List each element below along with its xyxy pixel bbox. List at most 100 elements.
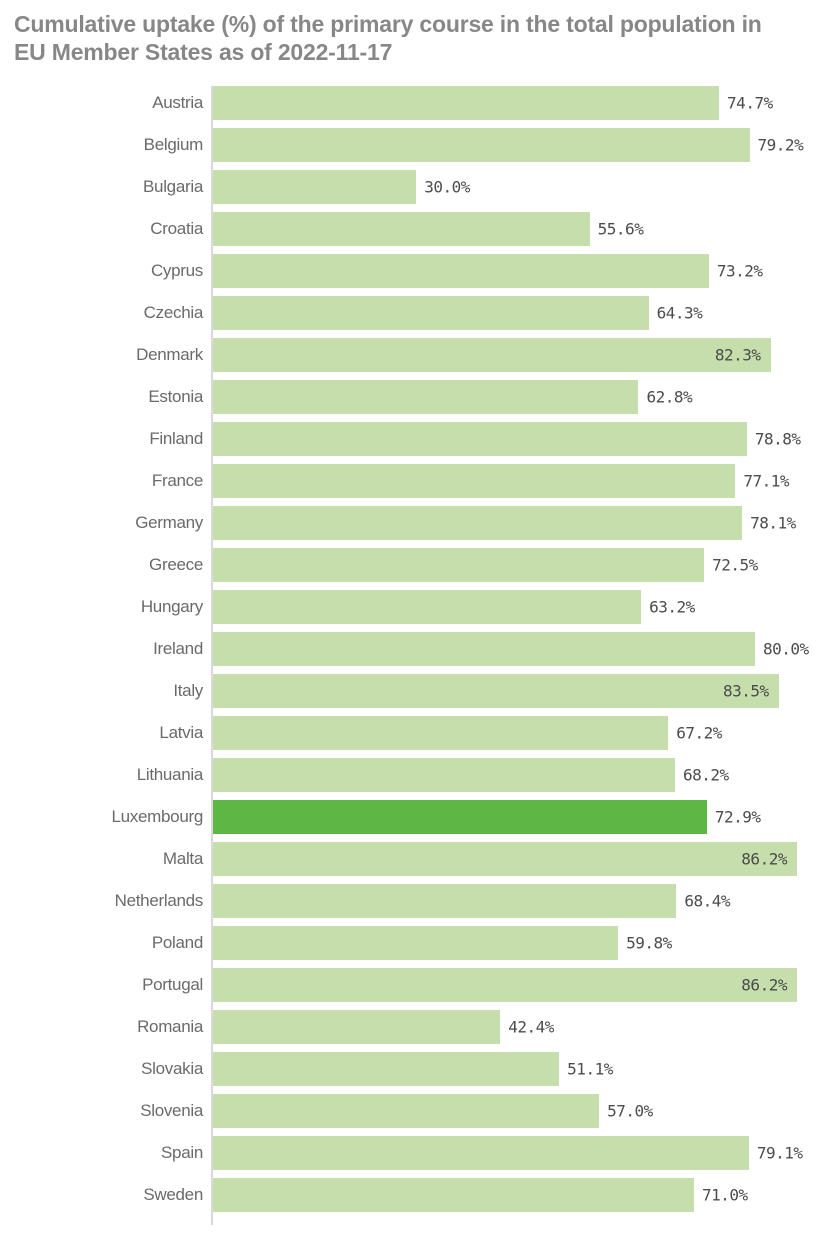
bar-track: 78.1% [213, 506, 820, 540]
value-label: 68.2% [683, 765, 729, 785]
value-label: 74.7% [727, 93, 773, 113]
bar-track: 80.0% [213, 632, 820, 666]
bar-track: 30.0% [213, 170, 820, 204]
country-label: Slovakia [141, 1059, 203, 1078]
bar-track: 86.2% [213, 968, 820, 1002]
country-label: Greece [149, 555, 203, 574]
bar[interactable] [213, 254, 709, 288]
bar-track: 73.2% [213, 254, 820, 288]
bar-track: 68.4% [213, 884, 820, 918]
country-label: Cyprus [150, 261, 203, 280]
value-label: 79.2% [757, 135, 804, 155]
bar-track: 82.3% [213, 338, 820, 372]
value-label: 73.2% [716, 261, 763, 281]
country-label: Estonia [148, 387, 203, 406]
value-label: 68.4% [684, 891, 731, 911]
country-label: Luxembourg [111, 807, 203, 826]
bar-track: 72.5% [213, 548, 820, 582]
country-label: Croatia [150, 219, 203, 238]
bar-track: 59.8% [213, 926, 820, 960]
bar[interactable] [213, 128, 750, 162]
bar[interactable] [213, 1136, 749, 1170]
bar[interactable] [213, 884, 677, 918]
bar-track: 71.0% [213, 1178, 820, 1212]
bar[interactable] [213, 632, 755, 666]
value-label: 78.1% [750, 513, 796, 533]
bar[interactable] [213, 338, 771, 372]
bar-track: 63.2% [213, 590, 820, 624]
country-label: Latvia [159, 723, 203, 742]
bar[interactable] [213, 548, 705, 582]
bar-track: 74.7% [213, 86, 820, 120]
value-label: 86.2% [741, 849, 787, 869]
bar-track: 79.1% [213, 1136, 820, 1170]
country-label: Malta [162, 849, 203, 868]
bar-track: 68.2% [213, 758, 820, 792]
country-label: Bulgaria [143, 177, 203, 196]
bar[interactable] [213, 1178, 694, 1212]
bar-chart: Austria Belgium Bulgaria Croatia Cyprus Czech… [0, 86, 820, 1225]
bar-track: 77.1% [213, 464, 820, 498]
bar-track: 57.0% [213, 1094, 820, 1128]
country-label: Germany [135, 513, 203, 532]
bar[interactable] [213, 1052, 560, 1086]
bar[interactable] [213, 842, 797, 876]
bar[interactable] [213, 422, 747, 456]
bar-track: 62.8% [213, 380, 820, 414]
value-label: 63.2% [649, 597, 695, 617]
bar[interactable] [213, 506, 743, 540]
bar[interactable] [213, 674, 779, 708]
bar[interactable] [213, 926, 619, 960]
country-label: Lithuania [136, 765, 204, 784]
bar-highlighted[interactable] [213, 800, 707, 834]
value-label: 86.2% [741, 975, 787, 995]
country-label: Denmark [136, 345, 203, 364]
bar[interactable] [213, 380, 639, 414]
country-label: Netherlands [114, 891, 204, 910]
bar[interactable] [213, 590, 642, 624]
value-label: 79.1% [756, 1143, 803, 1163]
country-label: Austria [152, 93, 203, 112]
bar-track: 72.9% [213, 800, 820, 834]
country-label: Finland [149, 429, 203, 448]
bar[interactable] [213, 296, 649, 330]
bar-track: 79.2% [213, 128, 820, 162]
bar[interactable] [213, 716, 669, 750]
bar-track: 78.8% [213, 422, 820, 456]
value-label: 57.0% [607, 1101, 653, 1121]
value-label: 72.5% [712, 555, 758, 575]
chart-title: Cumulative uptake (%) of the primary cou… [14, 11, 762, 65]
bar[interactable] [213, 86, 720, 120]
country-label: Ireland [153, 639, 203, 658]
value-label: 62.8% [646, 387, 693, 407]
country-label: Sweden [143, 1185, 203, 1204]
bar-track: 55.6% [213, 212, 820, 246]
bar-track: 83.5% [213, 674, 820, 708]
bar-track: 51.1% [213, 1052, 820, 1086]
value-label: 42.4% [508, 1017, 554, 1037]
bar[interactable] [213, 464, 736, 498]
country-label: Slovenia [140, 1101, 203, 1120]
plot-area: 74.7% 79.2% 30.0% 55.6% 73.2% 64.3% 82.3% 62.8%… [211, 86, 820, 1225]
value-label: 30.0% [424, 177, 470, 197]
bar[interactable] [213, 1094, 600, 1128]
bar[interactable] [213, 758, 676, 792]
bar-track: 86.2% [213, 842, 820, 876]
value-label: 82.3% [714, 345, 761, 365]
country-label: Italy [173, 681, 203, 700]
bar[interactable] [213, 968, 797, 1002]
value-label: 67.2% [676, 723, 722, 743]
bar[interactable] [213, 1010, 501, 1044]
value-label: 55.6% [597, 219, 644, 239]
value-label: 72.9% [714, 807, 761, 827]
value-label: 77.1% [743, 471, 789, 491]
bar-track: 42.4% [213, 1010, 820, 1044]
category-axis: Austria Belgium Bulgaria Croatia Cyprus Czech… [0, 86, 211, 1225]
value-label: 71.0% [701, 1185, 748, 1205]
bar-track: 64.3% [213, 296, 820, 330]
country-label: Czechia [143, 303, 204, 322]
bar[interactable] [213, 170, 417, 204]
value-label: 83.5% [723, 681, 769, 701]
bar[interactable] [213, 212, 590, 246]
